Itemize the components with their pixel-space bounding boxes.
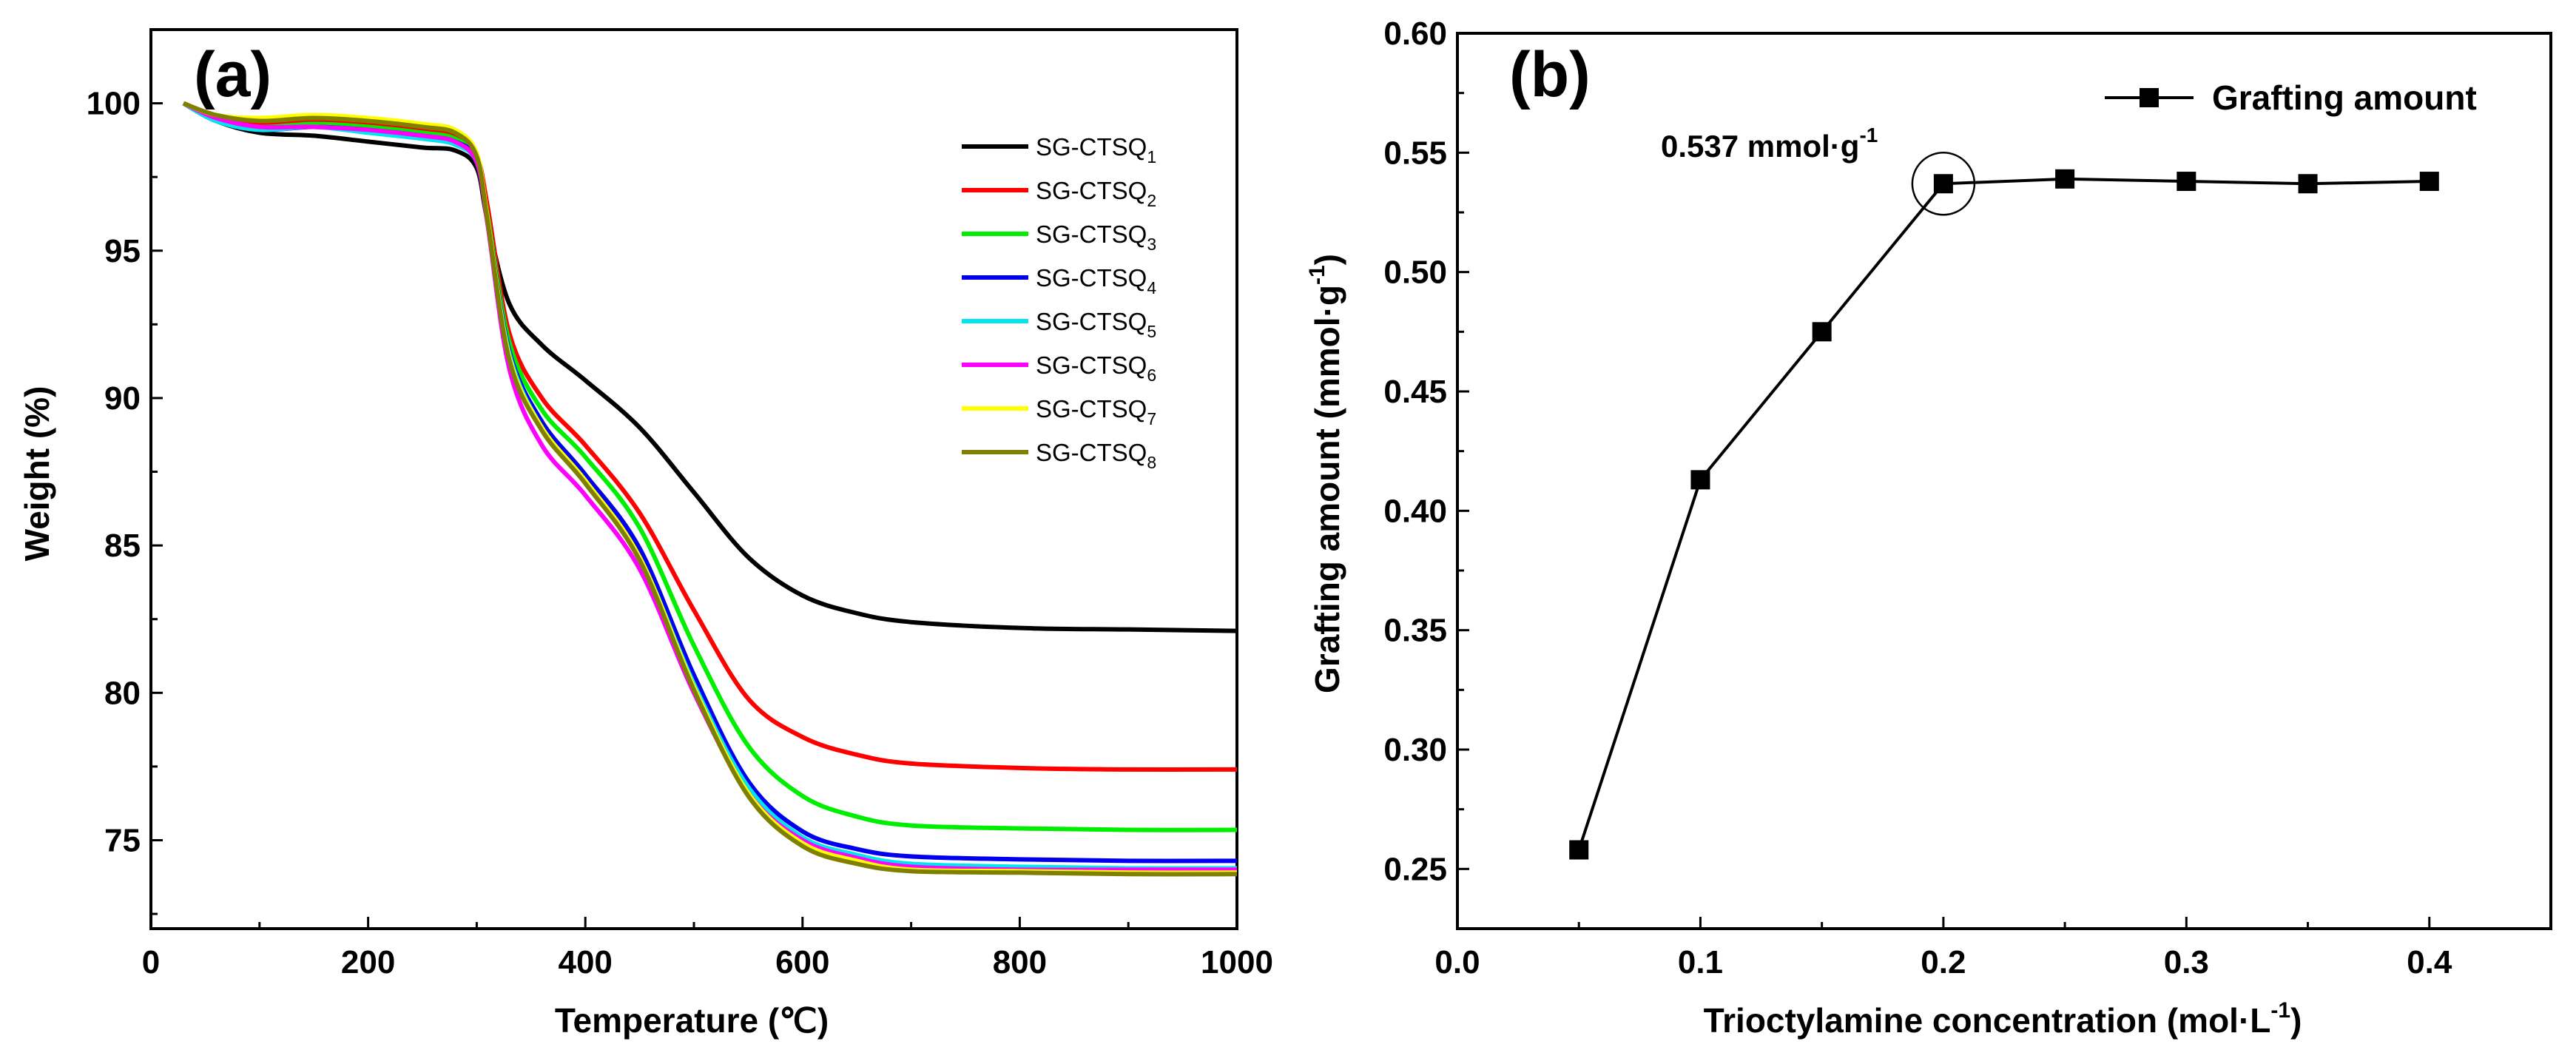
- panel-b-data-point: [1933, 174, 1953, 194]
- panel-b-series: [1569, 169, 2439, 860]
- panel-b-y-tick-label: 0.40: [1383, 493, 1447, 529]
- panel-b-data-point: [2419, 172, 2439, 192]
- panel-a-series-line-1: [182, 101, 1238, 633]
- panel-b-series-line: [1577, 177, 2430, 851]
- panel-b-x-tick-label: 0.1: [1678, 944, 1723, 980]
- panel-a-legend-label-4: SG-CTSQ4: [1036, 264, 1156, 297]
- panel-b-data-point: [1569, 840, 1589, 860]
- panel-a-y-tick-label: 100: [87, 86, 141, 122]
- panel-b-label: (b): [1509, 39, 1591, 110]
- panel-b-x-tick-label: 0.2: [1921, 944, 1966, 980]
- panel-a-legend-label-6: SG-CTSQ6: [1036, 351, 1156, 385]
- panel-a-legend-subscript: 7: [1147, 409, 1156, 428]
- panel-a-x-tick-label: 200: [341, 944, 395, 980]
- panel-b-annotation-value: 0.537 mmol·g: [1661, 129, 1859, 164]
- panel-a-legend-label-5: SG-CTSQ5: [1036, 308, 1156, 341]
- panel-b-legend-label: Grafting amount: [2212, 78, 2477, 117]
- panel-a-legend-label-3: SG-CTSQ3: [1036, 221, 1156, 254]
- panel-a-legend-label-1: SG-CTSQ1: [1036, 133, 1156, 166]
- panel-b-y-axis-title-main: Grafting amount (mmol·g: [1308, 285, 1346, 693]
- panel-a-x-tick-label: 400: [558, 944, 612, 980]
- panel-a-label: (a): [194, 39, 272, 110]
- panel-a-legend-name: SG-CTSQ: [1036, 177, 1147, 204]
- panel-b-data-point: [1812, 322, 1832, 342]
- panel-b-annotation-text: 0.537 mmol·g-1: [1661, 124, 1878, 164]
- panel-a-x-tick-label: 600: [775, 944, 829, 980]
- panel-b-x-axis-title-main: Trioctylamine concentration (mol·L: [1704, 1001, 2271, 1040]
- panel-a-y-axis-title: Weight (%): [18, 386, 56, 562]
- panel-a-legend-subscript: 4: [1147, 278, 1156, 297]
- panel-a-legend-subscript: 8: [1147, 453, 1156, 472]
- panel-a-legend-name: SG-CTSQ: [1036, 221, 1147, 248]
- panel-a-legend-subscript: 5: [1147, 322, 1156, 341]
- panel-b-annotation-sup: -1: [1859, 124, 1878, 147]
- panel-b-grafting-chart: 0.0 0.1 0.2 0.3 0.4 0.25 0.30 0.35 0.40 0.45 0.50 0…: [1305, 16, 2552, 1040]
- panel-b-y-tick-label: 0.25: [1383, 851, 1447, 887]
- panel-a-legend-name: SG-CTSQ: [1036, 351, 1147, 379]
- panel-a-y-tick-label: 85: [104, 528, 141, 564]
- panel-b-x-axis-title-sup: -1: [2270, 998, 2290, 1023]
- panel-b-x-tick-label: 0.0: [1434, 944, 1480, 980]
- panel-b-legend-marker: [2140, 88, 2159, 107]
- panel-b-x-tick-label: 0.3: [2164, 944, 2209, 980]
- panel-a-legend-name: SG-CTSQ: [1036, 439, 1147, 466]
- panel-a-series-line-2: [182, 101, 1238, 773]
- panel-b-annotation-circle: [1911, 152, 1976, 216]
- panel-b-data-point: [2055, 169, 2075, 189]
- panel-a-series-line-5: [182, 101, 1238, 871]
- panel-b-x-axis-title-end: ): [2290, 1001, 2302, 1040]
- panel-a-y-tick-label: 80: [104, 675, 141, 711]
- panel-b-y-tick-label: 0.55: [1383, 135, 1447, 171]
- panel-b-x-axis-title: Trioctylamine concentration (mol·L-1): [1704, 998, 2302, 1040]
- panel-b-x-tick-label: 0.4: [2407, 944, 2452, 980]
- panel-b-y-tick-label: 0.35: [1383, 613, 1447, 649]
- panel-a-series: [182, 101, 1238, 877]
- panel-b-data-point: [2298, 174, 2318, 194]
- panel-a-series-line-3: [182, 101, 1238, 832]
- panel-a-legend-name: SG-CTSQ: [1036, 308, 1147, 335]
- panel-a-legend-label-7: SG-CTSQ7: [1036, 395, 1156, 428]
- panel-a-x-tick-label: 1000: [1201, 944, 1273, 980]
- panel-a-legend: SG-CTSQ1SG-CTSQ2SG-CTSQ3SG-CTSQ4SG-CTSQ5…: [962, 133, 1156, 472]
- panel-a-x-axis-title: Temperature (℃): [555, 1001, 829, 1040]
- panel-b-data-point: [2177, 172, 2196, 192]
- panel-a-legend-subscript: 2: [1147, 191, 1156, 210]
- panel-b-plot-frame: [1456, 32, 2552, 930]
- panel-a-legend-subscript: 3: [1147, 235, 1156, 254]
- panel-a-x-tick-label: 0: [142, 944, 160, 980]
- panel-a-x-tick-label: 800: [993, 944, 1047, 980]
- panel-a-series-line-4: [182, 101, 1238, 864]
- panel-a-y-tick-label: 90: [104, 380, 141, 417]
- panel-b-y-axis-title: Grafting amount (mmol·g-1): [1305, 254, 1346, 693]
- panel-b-tick-labels: 0.0 0.1 0.2 0.3 0.4 0.25 0.30 0.35 0.40 0.45 0.50 0…: [1383, 16, 2452, 980]
- panel-b-data-point: [1690, 470, 1710, 490]
- panel-b-y-axis-title-end: ): [1308, 254, 1346, 265]
- panel-a-legend-subscript: 6: [1147, 366, 1156, 385]
- panel-a-series-line-6: [182, 101, 1237, 872]
- panel-a-series-line-8: [182, 101, 1238, 877]
- panel-b-y-tick-label: 0.50: [1383, 255, 1447, 291]
- panel-a-plot-frame: [149, 28, 1238, 930]
- panel-a-legend-name: SG-CTSQ: [1036, 133, 1147, 161]
- panel-a-legend-name: SG-CTSQ: [1036, 264, 1147, 292]
- panel-b-legend: Grafting amount: [2105, 78, 2477, 117]
- panel-b-y-axis-title-sup: -1: [1305, 265, 1329, 285]
- panel-a-y-tick-label: 75: [104, 822, 141, 858]
- panel-a-legend-subscript: 1: [1147, 147, 1156, 166]
- panel-a-legend-label-2: SG-CTSQ2: [1036, 177, 1156, 210]
- panel-a-legend-name: SG-CTSQ: [1036, 395, 1147, 423]
- panel-b-y-tick-label: 0.60: [1383, 16, 1447, 52]
- panel-a-legend-label-8: SG-CTSQ8: [1036, 439, 1156, 472]
- panel-b-ticks: [1456, 32, 2431, 929]
- panel-b-y-tick-label: 0.30: [1383, 732, 1447, 768]
- panel-a-ticks: [149, 28, 1238, 929]
- panel-a-y-tick-label: 95: [104, 233, 141, 269]
- panel-b-y-tick-label: 0.45: [1383, 374, 1447, 410]
- panel-a-series-line-7: [182, 101, 1238, 875]
